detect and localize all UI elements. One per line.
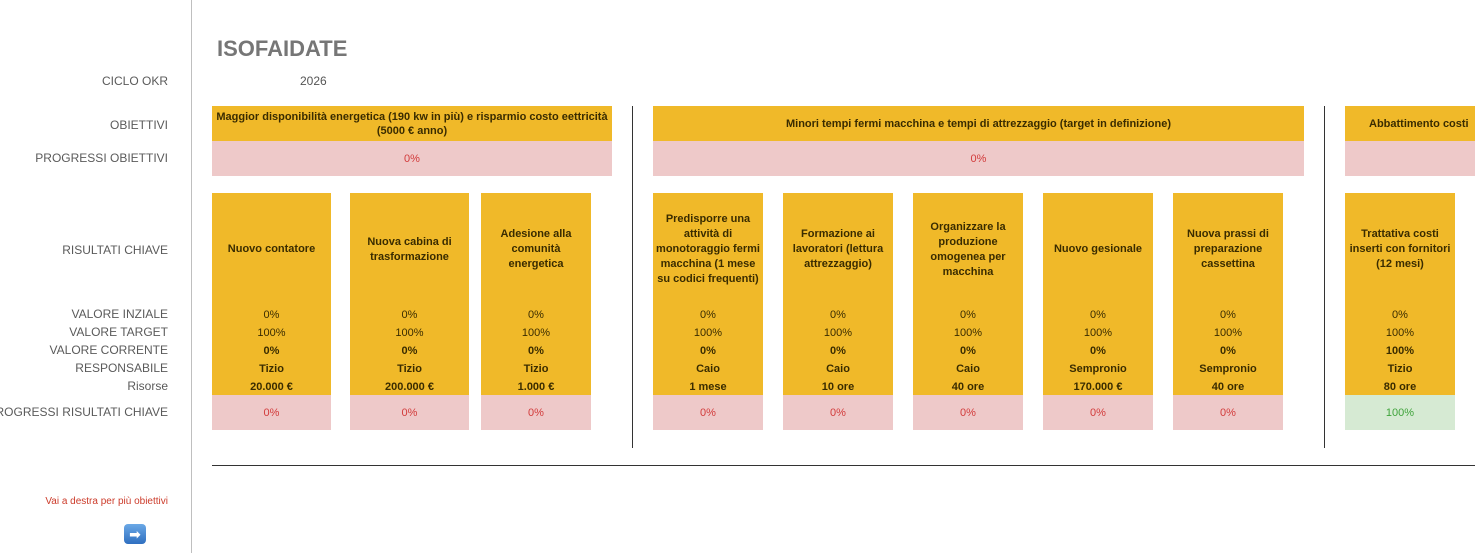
current-value: 0% — [263, 345, 280, 357]
resources: 40 ore — [951, 381, 985, 393]
label-progressi-risultati: PROGRESSI RISULTATI CHIAVE — [0, 405, 168, 419]
key-result-card[interactable]: Nuovo contatore 0% 100% 0% Tizio 20.000 … — [212, 193, 331, 395]
resources: 20.000 € — [250, 381, 293, 393]
owner: Tizio — [259, 363, 284, 375]
target-value: 100% — [823, 327, 853, 339]
target-value: 100% — [693, 327, 723, 339]
label-risultati-chiave: RISULTATI CHIAVE — [62, 243, 168, 257]
key-result-progress: 0% — [913, 395, 1023, 430]
key-result-card[interactable]: Trattativa costi inserti con fornitori (… — [1345, 193, 1455, 395]
left-divider — [191, 0, 192, 553]
label-valore-target: VALORE TARGET — [69, 325, 168, 339]
target-value: 100% — [395, 327, 424, 339]
bottom-divider — [212, 465, 1475, 466]
current-value: 0% — [830, 345, 846, 357]
owner: Tizio — [523, 363, 549, 375]
objective-header-3[interactable]: Abbattimento costi — [1345, 106, 1475, 141]
key-result-name: Formazione ai lavoratori (lettura attrez… — [792, 228, 884, 270]
label-valore-corrente: VALORE CORRENTE — [49, 343, 168, 357]
target-value: 100% — [521, 327, 551, 339]
owner: Sempronio — [1199, 363, 1257, 375]
initial-value: 0% — [263, 309, 280, 321]
resources: 1.000 € — [517, 381, 555, 393]
initial-value: 0% — [830, 309, 846, 321]
objective-separator — [632, 106, 633, 448]
key-result-name: Nuovo contatore — [227, 243, 316, 255]
initial-value: 0% — [528, 309, 544, 321]
owner: Caio — [956, 363, 980, 375]
key-result-progress: 0% — [653, 395, 763, 430]
key-result-progress: 0% — [481, 395, 591, 430]
key-result-name: Nuova prassi di preparazione cassettina — [1187, 228, 1269, 270]
target-value: 100% — [1083, 327, 1113, 339]
key-result-card[interactable]: Nuovo gesionale 0% 100% 0% Sempronio 170… — [1043, 193, 1153, 395]
key-result-progress: 0% — [1173, 395, 1283, 430]
arrow-right-icon[interactable]: ➡ — [124, 524, 146, 544]
initial-value: 0% — [1090, 309, 1106, 321]
current-value: 0% — [401, 345, 418, 357]
key-result-progress: 0% — [1043, 395, 1153, 430]
objective-progress-2: 0% — [653, 141, 1304, 176]
owner: Tizio — [1387, 363, 1413, 375]
key-result-card[interactable]: Organizzare la produzione omogenea per m… — [913, 193, 1023, 395]
owner: Caio — [826, 363, 850, 375]
key-result-card[interactable]: Nuova prassi di preparazione cassettina … — [1173, 193, 1283, 395]
resources: 1 mese — [689, 381, 727, 393]
resources: 40 ore — [1211, 381, 1245, 393]
target-value: 100% — [257, 327, 286, 339]
owner: Caio — [696, 363, 720, 375]
label-obiettivi: OBIETTIVI — [109, 118, 168, 132]
initial-value: 0% — [960, 309, 976, 321]
key-result-name: Predisporre una attività di monotoraggio… — [656, 213, 760, 285]
initial-value: 0% — [401, 309, 418, 321]
key-result-card[interactable]: Nuova cabina di trasformazione 0% 100% 0… — [350, 193, 469, 395]
key-result-name: Trattativa costi inserti con fornitori (… — [1349, 228, 1451, 270]
owner: Sempronio — [1069, 363, 1127, 375]
target-value: 100% — [1213, 327, 1243, 339]
key-result-progress: 0% — [783, 395, 893, 430]
resources: 80 ore — [1383, 381, 1417, 393]
objective-header-1[interactable]: Maggior disponibilità energetica (190 kw… — [212, 106, 612, 141]
key-result-card[interactable]: Adesione alla comunità energetica 0% 100… — [481, 193, 591, 395]
objective-separator — [1324, 106, 1325, 448]
initial-value: 0% — [700, 309, 716, 321]
key-result-progress: 100% — [1345, 395, 1455, 430]
target-value: 100% — [1385, 327, 1415, 339]
target-value: 100% — [953, 327, 983, 339]
key-result-name: Organizzare la produzione omogenea per m… — [930, 220, 1006, 278]
key-result-card[interactable]: Formazione ai lavoratori (lettura attrez… — [783, 193, 893, 395]
key-result-name: Adesione alla comunità energetica — [500, 228, 572, 270]
objective-progress-3 — [1345, 141, 1475, 176]
current-value: 0% — [528, 345, 544, 357]
label-risorse: Risorse — [127, 379, 168, 393]
key-result-progress: 0% — [350, 395, 469, 430]
label-responsabile: RESPONSABILE — [75, 361, 168, 375]
current-value: 0% — [960, 345, 976, 357]
resources: 200.000 € — [385, 381, 434, 393]
cycle-year: 2026 — [300, 74, 327, 88]
key-result-name: Nuova cabina di trasformazione — [367, 235, 452, 263]
current-value: 0% — [1090, 345, 1106, 357]
key-result-card[interactable]: Predisporre una attività di monotoraggio… — [653, 193, 763, 395]
resources: 10 ore — [821, 381, 855, 393]
initial-value: 0% — [1392, 309, 1408, 321]
current-value: 0% — [1220, 345, 1236, 357]
key-result-name: Nuovo gesionale — [1053, 243, 1143, 255]
initial-value: 0% — [1220, 309, 1236, 321]
label-progressi-obiettivi: PROGRESSI OBIETTIVI — [35, 151, 168, 165]
current-value: 100% — [1385, 345, 1415, 357]
owner: Tizio — [397, 363, 422, 375]
key-result-progress: 0% — [212, 395, 331, 430]
label-valore-iniziale: VALORE INZIALE — [71, 307, 168, 321]
page-title: ISOFAIDATE — [217, 36, 348, 61]
resources: 170.000 € — [1073, 381, 1123, 393]
label-ciclo-okr: CICLO OKR — [101, 74, 168, 88]
current-value: 0% — [700, 345, 716, 357]
objective-header-2[interactable]: Minori tempi fermi macchina e tempi di a… — [653, 106, 1304, 141]
objective-progress-1: 0% — [212, 141, 612, 176]
scroll-hint: Vai a destra per più obiettivi — [45, 496, 168, 507]
